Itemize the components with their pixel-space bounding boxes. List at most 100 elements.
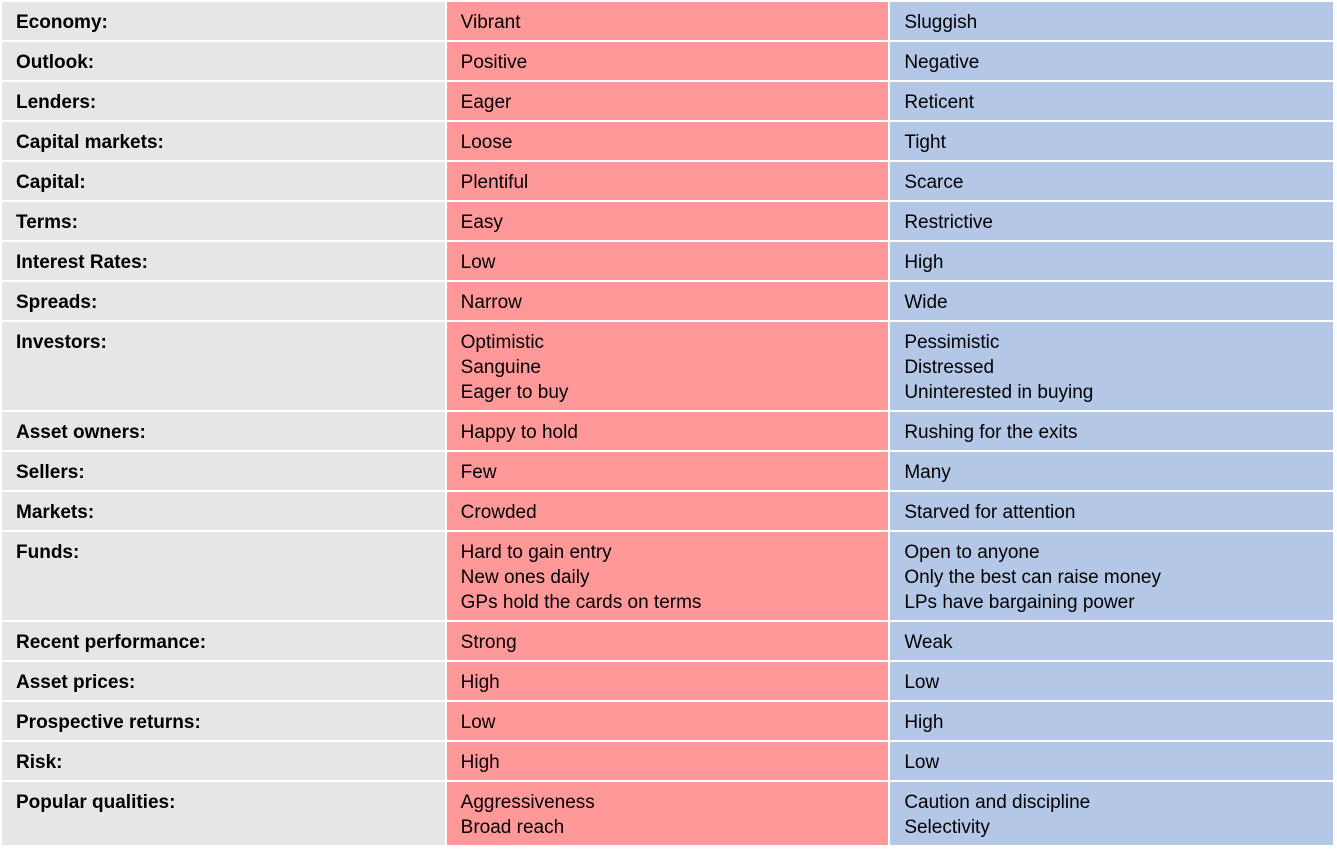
cell-line: Eager to buy <box>460 382 569 403</box>
table-row: Prospective returns: Low High <box>2 702 1333 740</box>
cell-line: High <box>904 712 944 733</box>
table-row: Risk: High Low <box>2 742 1333 780</box>
cell-line: Hard to gain entry <box>460 542 612 563</box>
cell-line: Loose <box>460 132 513 153</box>
left-cell: Loose <box>446 122 889 160</box>
cell-line: Optimistic <box>460 332 545 353</box>
row-label: Funds: <box>2 532 445 620</box>
cell-line: Distressed <box>904 357 995 378</box>
cell-line: LPs have bargaining power <box>904 592 1135 613</box>
cell-line: Tight <box>904 132 946 153</box>
cell-line: Sanguine <box>460 357 541 378</box>
row-label: Interest Rates: <box>2 242 445 280</box>
cell-line: Starved for attention <box>904 502 1076 523</box>
row-label: Investors: <box>2 322 445 410</box>
cell-line: Wide <box>904 292 948 313</box>
cell-line: Open to anyone <box>904 542 1040 563</box>
table-row: Capital markets: Loose Tight <box>2 122 1333 160</box>
right-cell: Low <box>890 662 1333 700</box>
row-label: Outlook: <box>2 42 445 80</box>
left-cell: Easy <box>446 202 889 240</box>
cell-line: Strong <box>460 632 517 653</box>
cell-line: Low <box>904 752 940 773</box>
left-cell: Few <box>446 452 889 490</box>
cell-line: Rushing for the exits <box>904 422 1078 443</box>
table-row: Economy: Vibrant Sluggish <box>2 2 1333 40</box>
row-label: Risk: <box>2 742 445 780</box>
row-label: Terms: <box>2 202 445 240</box>
cell-line: Crowded <box>460 502 537 523</box>
table-row: Lenders: Eager Reticent <box>2 82 1333 120</box>
left-cell: Aggressiveness Broad reach <box>446 782 889 845</box>
cell-line: GPs hold the cards on terms <box>460 592 702 613</box>
cell-line: Pessimistic <box>904 332 1000 353</box>
cell-line: Few <box>460 462 497 483</box>
row-label: Capital: <box>2 162 445 200</box>
right-cell: Reticent <box>890 82 1333 120</box>
left-cell: Low <box>446 702 889 740</box>
cell-line: Caution and discipline <box>904 792 1091 813</box>
cell-line: Positive <box>460 52 528 73</box>
row-label: Recent performance: <box>2 622 445 660</box>
left-cell: Crowded <box>446 492 889 530</box>
cell-line: Many <box>904 462 951 483</box>
right-cell: High <box>890 242 1333 280</box>
cell-line: Selectivity <box>904 817 990 838</box>
cell-line: Easy <box>460 212 503 233</box>
right-cell: Starved for attention <box>890 492 1333 530</box>
left-cell: Strong <box>446 622 889 660</box>
right-cell: Restrictive <box>890 202 1333 240</box>
row-label: Asset prices: <box>2 662 445 700</box>
row-label: Lenders: <box>2 82 445 120</box>
cell-line: Low <box>904 672 940 693</box>
left-cell: Vibrant <box>446 2 889 40</box>
row-label: Prospective returns: <box>2 702 445 740</box>
table-row: Investors: Optimistic Sanguine Eager to buy… <box>2 322 1333 410</box>
table-row: Recent performance: Strong Weak <box>2 622 1333 660</box>
right-cell: Caution and discipline Selectivity <box>890 782 1333 845</box>
left-cell: Low <box>446 242 889 280</box>
row-label: Markets: <box>2 492 445 530</box>
table-row: Capital: Plentiful Scarce <box>2 162 1333 200</box>
table-row: Funds: Hard to gain entry New ones daily GP… <box>2 532 1333 620</box>
left-cell: Plentiful <box>446 162 889 200</box>
cell-line: New ones daily <box>460 567 590 588</box>
right-cell: Pessimistic Distressed Uninterested in buy… <box>890 322 1333 410</box>
table-row: Markets: Crowded Starved for attention <box>2 492 1333 530</box>
cell-line: Vibrant <box>460 12 521 33</box>
table-row: Terms: Easy Restrictive <box>2 202 1333 240</box>
left-cell: High <box>446 742 889 780</box>
table-row: Asset owners: Happy to hold Rushing for th… <box>2 412 1333 450</box>
row-label: Economy: <box>2 2 445 40</box>
cell-line: Narrow <box>460 292 522 313</box>
cell-line: Weak <box>904 632 953 653</box>
cell-line: Uninterested in buying <box>904 382 1094 403</box>
right-cell: Tight <box>890 122 1333 160</box>
right-cell: Many <box>890 452 1333 490</box>
cell-line: Reticent <box>904 92 975 113</box>
cell-line: Plentiful <box>460 172 529 193</box>
cell-line: Happy to hold <box>460 422 578 443</box>
left-cell: High <box>446 662 889 700</box>
right-cell: Rushing for the exits <box>890 412 1333 450</box>
cell-line: High <box>904 252 944 273</box>
left-cell: Happy to hold <box>446 412 889 450</box>
left-cell: Optimistic Sanguine Eager to buy <box>446 322 889 410</box>
row-label: Sellers: <box>2 452 445 490</box>
right-cell: Sluggish <box>890 2 1333 40</box>
row-label: Spreads: <box>2 282 445 320</box>
right-cell: Wide <box>890 282 1333 320</box>
cell-line: Low <box>460 712 496 733</box>
cell-line: Eager <box>460 92 512 113</box>
cell-line: Only the best can raise money <box>904 567 1161 588</box>
table-row: Interest Rates: Low High <box>2 242 1333 280</box>
row-label: Asset owners: <box>2 412 445 450</box>
table-row: Asset prices: High Low <box>2 662 1333 700</box>
cell-line: Broad reach <box>460 817 565 838</box>
row-label: Capital markets: <box>2 122 445 160</box>
cell-line: High <box>460 752 500 773</box>
left-cell: Narrow <box>446 282 889 320</box>
cell-line: Low <box>460 252 496 273</box>
